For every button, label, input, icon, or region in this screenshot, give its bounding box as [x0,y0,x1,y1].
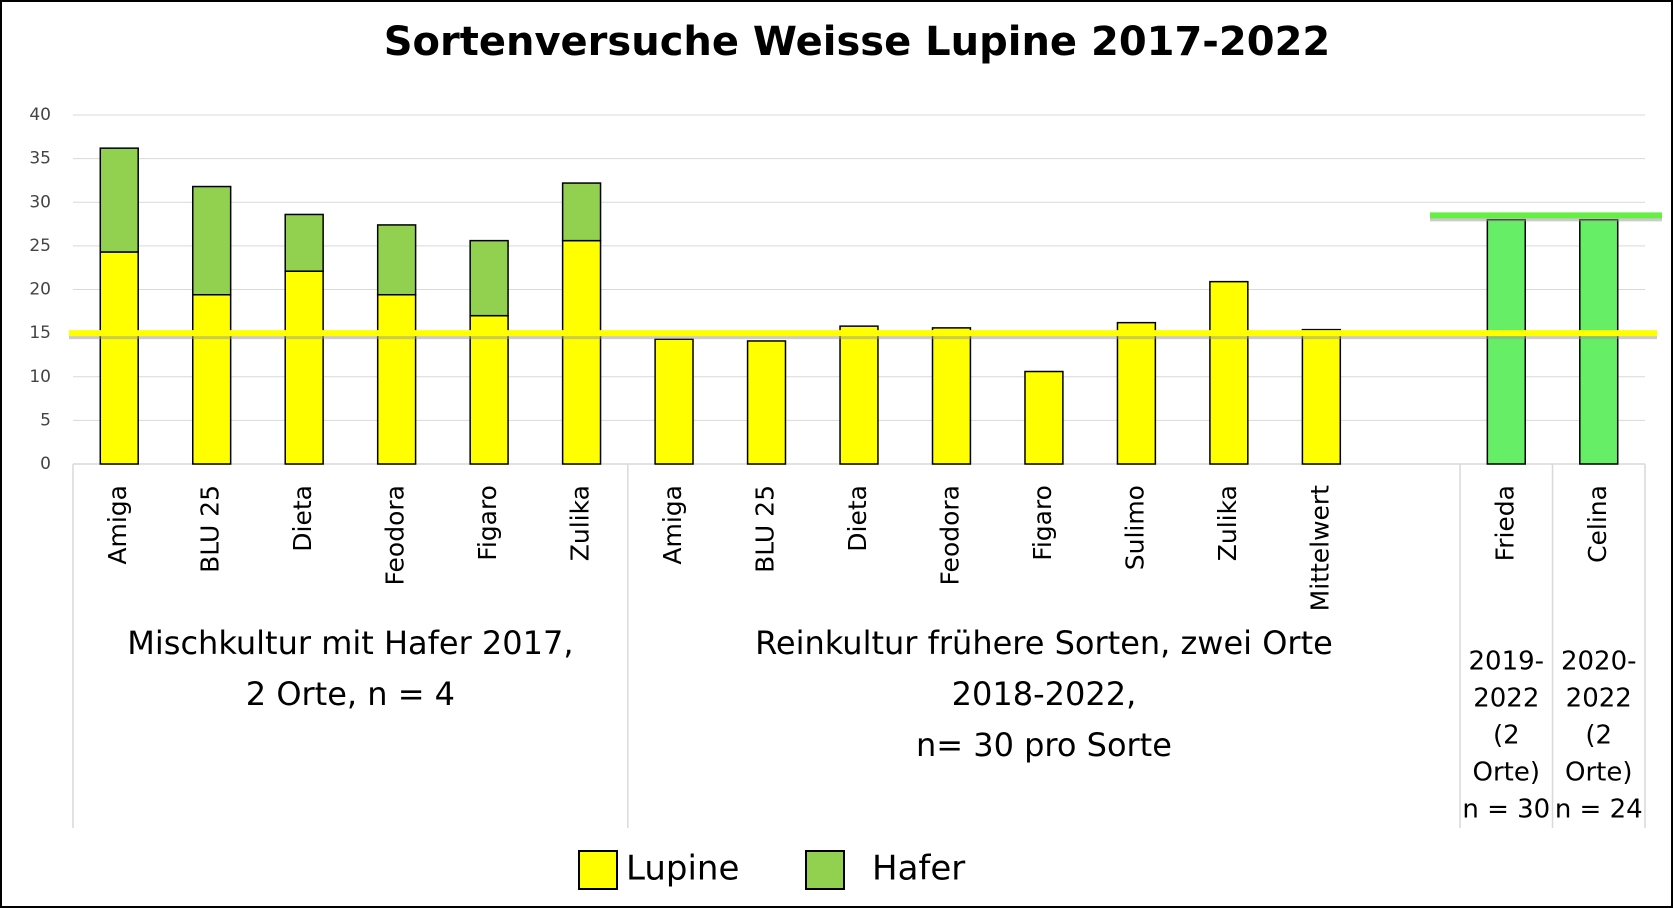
x-tick-label: Amiga [658,485,687,565]
group-label: Reinkultur frühere Sorten, zwei Orte [755,624,1333,662]
bar [1024,370,1064,465]
x-tick-label: Mittelwert [1305,485,1334,612]
x-tick-label: Feodora [935,485,964,585]
group-label: n= 30 pro Sorte [916,726,1172,764]
y-tick-label: 25 [29,236,51,256]
x-tick-label: Figaro [473,485,502,561]
legend-swatch [578,850,618,890]
group-label: n = 30 [1462,795,1550,825]
bar [191,293,232,465]
legend-swatch [805,850,845,890]
group-label: 2019- [1469,647,1545,677]
x-tick-label: Figaro [1028,485,1057,561]
bar [99,147,139,253]
y-tick-label: 10 [29,367,51,387]
bar [839,325,879,465]
x-tick-label: Dieta [843,485,872,552]
bar [376,293,417,465]
group-label: Orte) [1473,758,1541,788]
bar [284,270,324,465]
legend-label: Hafer [872,849,965,889]
group-label: 2 Orte, n = 4 [246,675,455,713]
x-tick-label: BLU 25 [196,485,225,573]
group-label: n = 24 [1555,795,1643,825]
chart-title: Sortenversuche Weisse Lupine 2017-2022 [384,19,1331,65]
y-tick-label: 0 [40,454,51,474]
x-tick-label: Zulika [566,485,595,561]
group-label: (2 [1585,721,1612,751]
bar [284,213,324,272]
x-tick-label: Sulimo [1120,485,1149,570]
bar [99,251,139,465]
group-label: Mischkultur mit Hafer 2017, [127,624,573,662]
x-tick-label: Dieta [288,485,317,552]
group-label: 2020- [1561,647,1637,677]
bar [746,340,787,465]
x-tick-label: BLU 25 [751,485,780,573]
bar [1301,328,1342,465]
bar [561,182,602,242]
x-tick-label: Celina [1583,485,1612,563]
group-label: 2022 [1473,684,1539,714]
bar [561,239,602,465]
x-tick-label: Feodora [381,485,410,585]
group-label: (2 [1493,721,1520,751]
bar [469,314,509,465]
group-label: 2022 [1566,684,1632,714]
bar [931,327,972,465]
y-tick-label: 35 [29,149,51,169]
y-tick-label: 20 [29,280,51,300]
y-tick-label: 5 [40,410,51,430]
bar [469,239,509,317]
bar [1579,218,1619,465]
x-tick-label: Frieda [1490,485,1519,561]
bar [1116,321,1157,465]
bar [654,338,694,465]
y-tick-label: 30 [29,192,51,212]
bar [191,185,232,296]
bar [1486,218,1527,465]
group-label: Orte) [1565,758,1633,788]
y-tick-label: 15 [29,323,51,343]
y-tick-label: 40 [29,105,51,125]
legend-label: Lupine [626,849,739,889]
bar [376,224,417,296]
group-label: 2018-2022, [952,675,1137,713]
bar [1209,280,1249,465]
x-tick-label: Amiga [103,485,132,565]
x-tick-label: Zulika [1213,485,1242,561]
